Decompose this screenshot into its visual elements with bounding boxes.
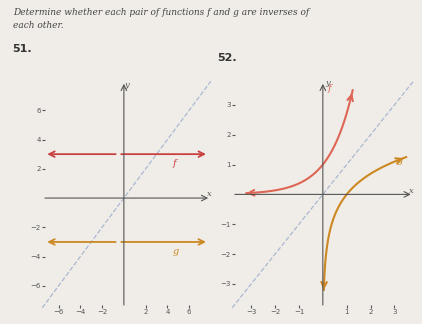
Text: g: g	[173, 247, 179, 256]
Text: x: x	[409, 187, 414, 195]
Text: 52.: 52.	[217, 53, 237, 64]
Text: f: f	[173, 159, 176, 168]
Text: each other.: each other.	[13, 21, 63, 30]
Text: f: f	[327, 85, 331, 93]
Text: 51.: 51.	[13, 44, 32, 54]
Text: y: y	[325, 79, 330, 87]
Text: g: g	[397, 156, 403, 165]
Text: Determine whether each pair of functions f and g are inverses of: Determine whether each pair of functions…	[13, 8, 309, 17]
Text: x: x	[207, 191, 211, 198]
Text: y: y	[124, 81, 129, 89]
